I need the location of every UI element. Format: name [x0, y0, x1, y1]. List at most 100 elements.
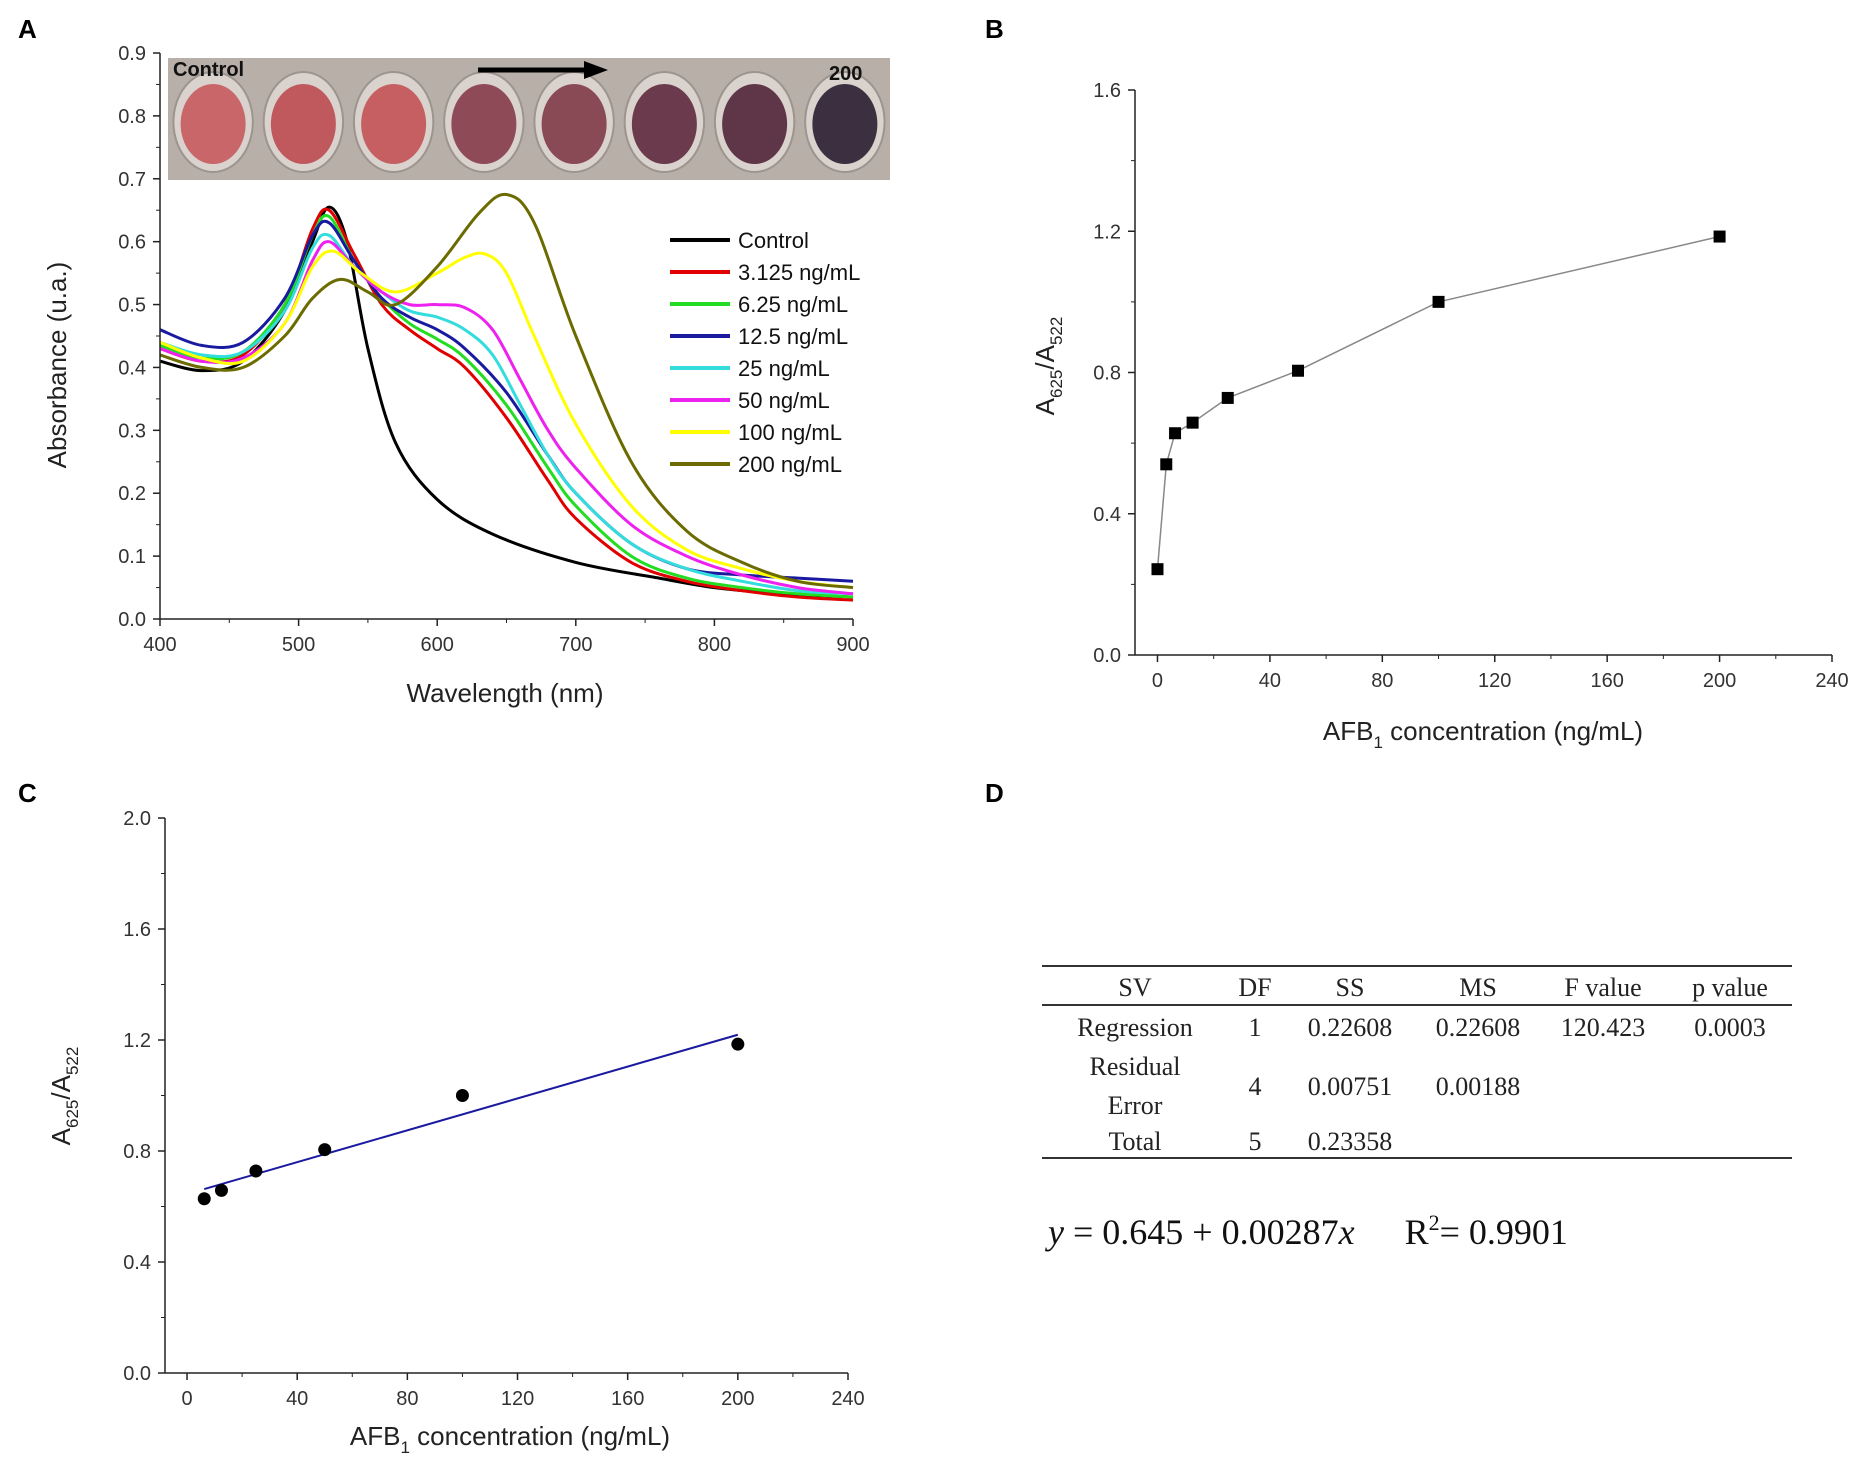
- y-tick-label: 1.6: [123, 919, 151, 941]
- y-tick-label: 0.8: [1093, 363, 1121, 385]
- chart-b-x-label: AFB1 concentration (ng/mL): [1323, 716, 1643, 752]
- data-point: [249, 1164, 263, 1178]
- table-cell: 5: [1249, 1127, 1262, 1156]
- x-tick-label: 240: [1815, 670, 1848, 692]
- y-tick-label: 0.8: [123, 1141, 151, 1163]
- legend-label: 3.125 ng/mL: [738, 260, 860, 285]
- x-tick-label: 800: [698, 634, 731, 656]
- table-cell: 120.423: [1561, 1013, 1646, 1042]
- data-point: [1160, 458, 1173, 471]
- x-tick-label: 160: [611, 1388, 644, 1410]
- table-cell: 1: [1249, 1013, 1262, 1042]
- legend-label: 100 ng/mL: [738, 420, 842, 445]
- well-liquid: [631, 84, 697, 164]
- x-tick-label: 120: [1478, 670, 1511, 692]
- table-cell: 0.0003: [1694, 1013, 1766, 1042]
- well-liquid: [722, 84, 788, 164]
- x-tick-label: 600: [421, 634, 454, 656]
- data-point: [1713, 230, 1726, 243]
- series-line-100-ng-ml: [159, 249, 854, 590]
- inset-control-label: Control: [173, 59, 244, 81]
- y-tick-label: 0.2: [118, 483, 146, 505]
- chart-c-series: [197, 1033, 745, 1206]
- y-tick-label: 0.9: [118, 43, 146, 65]
- y-tick-label: 0.5: [118, 295, 146, 317]
- arrow-icon: [584, 61, 608, 79]
- well-liquid: [541, 84, 607, 164]
- well-liquid: [270, 84, 336, 164]
- y-tick-label: 2.0: [123, 808, 151, 830]
- x-tick-label: 500: [282, 634, 315, 656]
- series-line-200-ng-ml: [159, 192, 854, 590]
- y-tick-label: 0.4: [118, 357, 146, 379]
- table-header-cell: F value: [1564, 973, 1641, 1002]
- data-point: [1221, 391, 1234, 404]
- table-body: Regression 1 0.22608 0.22608 120.423 0.0003 Re…: [1077, 1013, 1766, 1156]
- data-point: [214, 1183, 228, 1197]
- legend-label: 200 ng/mL: [738, 452, 842, 477]
- table-cell: 0.22608: [1308, 1013, 1393, 1042]
- table-header-row: SV DF SS MS F value p value: [1118, 973, 1768, 1002]
- chart-b: 0 40 80 120 160 200 240 0.0 0.4 0.8 1.2 1.6 AFB1 co…: [1030, 80, 1849, 752]
- x-tick-label: 240: [831, 1388, 864, 1410]
- y-tick-label: 0.1: [118, 546, 146, 568]
- x-tick-label: 80: [396, 1388, 418, 1410]
- x-tick-label: 0: [181, 1388, 192, 1410]
- data-point: [1432, 295, 1445, 308]
- legend-label: 50 ng/mL: [738, 388, 830, 413]
- chart-a-axes: 400 500 600 700 800 900 0.0 0.1 0.2 0.3 0.4 0.5 0.6 0…: [118, 43, 870, 656]
- panel-label-c: C: [18, 778, 37, 808]
- table-cell: Error: [1108, 1091, 1163, 1120]
- x-tick-label: 120: [501, 1388, 534, 1410]
- y-tick-label: 0.6: [118, 232, 146, 254]
- chart-c-x-label: AFB1 concentration (ng/mL): [350, 1421, 670, 1457]
- table-cell: 0.00188: [1436, 1072, 1521, 1101]
- legend-label: Control: [738, 228, 809, 253]
- table-header-cell: DF: [1238, 973, 1271, 1002]
- chart-b-series: [1151, 230, 1726, 576]
- inset-200-label: 200: [829, 63, 862, 85]
- data-point: [1292, 364, 1305, 377]
- x-tick-label: 0: [1152, 670, 1163, 692]
- panel-label-b: B: [985, 14, 1004, 44]
- anova-table: SV DF SS MS F value p value Regression 1 0.2260…: [1042, 965, 1792, 1252]
- series-line-6-25-ng-ml: [159, 214, 854, 599]
- y-tick-label: 0.4: [123, 1252, 151, 1274]
- x-tick-label: 700: [559, 634, 592, 656]
- y-tick-label: 1.2: [123, 1030, 151, 1052]
- table-cell: 0.23358: [1308, 1127, 1393, 1156]
- table-header-cell: MS: [1459, 973, 1497, 1002]
- data-point: [455, 1089, 469, 1102]
- chart-a: Control 200 400 500 600 700 800 900 0.0 0.1 0.2 0…: [42, 43, 890, 708]
- x-tick-label: 40: [286, 1388, 308, 1410]
- data-point: [1186, 416, 1199, 429]
- data-point: [197, 1192, 211, 1206]
- legend-label: 6.25 ng/mL: [738, 292, 848, 317]
- well-liquid: [451, 84, 517, 164]
- chart-a-x-label: Wavelength (nm): [407, 678, 604, 708]
- x-tick-label: 900: [836, 634, 869, 656]
- table-cell: 0.00751: [1308, 1072, 1393, 1101]
- y-tick-label: 1.6: [1093, 80, 1121, 102]
- y-tick-label: 0.0: [1093, 645, 1121, 667]
- well-liquid: [812, 84, 878, 164]
- x-tick-label: 400: [143, 634, 176, 656]
- data-point: [731, 1037, 745, 1051]
- panel-label-d: D: [985, 778, 1004, 808]
- table-header-cell: SV: [1118, 973, 1151, 1002]
- chart-b-y-label: A625/A522: [1030, 317, 1066, 416]
- table-cell: Residual: [1090, 1052, 1181, 1081]
- chart-a-inset-photo: Control 200: [168, 58, 890, 180]
- chart-c-y-label: A625/A522: [46, 1047, 82, 1146]
- y-tick-label: 0.8: [118, 106, 146, 128]
- data-point: [1169, 427, 1182, 440]
- chart-c: 0 40 80 120 160 200 240 0.0 0.4 0.8 1.2 1.6 2.0 AFB1…: [46, 808, 865, 1457]
- chart-a-legend: Control 3.125 ng/mL 6.25 ng/mL 12.5 ng/mL 25…: [670, 228, 860, 477]
- table-cell: Total: [1108, 1127, 1161, 1156]
- data-point: [318, 1143, 332, 1157]
- x-tick-label: 200: [1703, 670, 1736, 692]
- table-cell: 0.22608: [1436, 1013, 1521, 1042]
- fit-line: [203, 1033, 739, 1190]
- table-cell: 4: [1249, 1072, 1262, 1101]
